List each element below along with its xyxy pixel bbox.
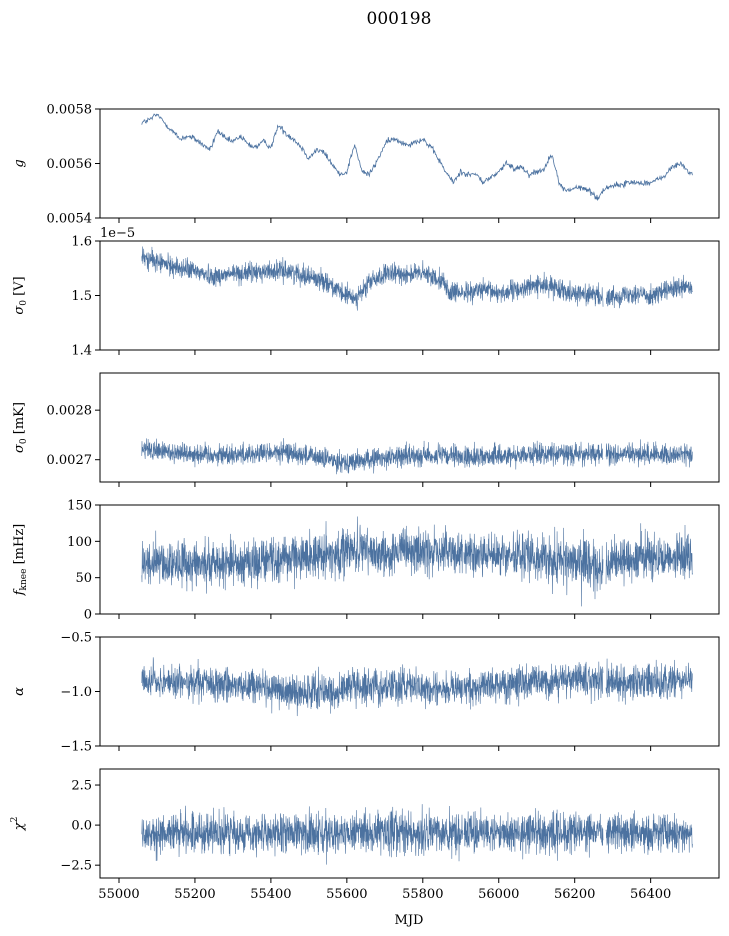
- y-axis-label: g: [12, 159, 27, 167]
- series-line: [141, 516, 693, 607]
- y-axis-label: fknee [mHz]: [12, 524, 29, 597]
- y-tick-label: 0.0027: [47, 453, 93, 468]
- y-axis-label: α: [12, 687, 27, 696]
- panel-1: 0.0054 0.0056 0.0058 g: [12, 103, 720, 227]
- y-tick-label: 0: [84, 608, 92, 623]
- x-tick-label: 55400: [250, 887, 291, 902]
- y-tick-label: 150: [67, 499, 92, 514]
- y-tick-label: 100: [67, 535, 92, 550]
- axes-frame: [99, 768, 720, 879]
- x-tick-label: 55200: [174, 887, 215, 902]
- panel-4: 0 50 100 150 fknee [mHz]: [12, 499, 720, 623]
- y-tick-label: 2.5: [71, 779, 92, 794]
- y-tick-label: 0.0054: [47, 212, 93, 227]
- y-tick-label: 1.6: [71, 235, 92, 250]
- series-line: [141, 804, 693, 865]
- y-tick-label: 0.0058: [47, 103, 93, 118]
- x-tick-label: 55800: [402, 887, 443, 902]
- axes-frame: [99, 108, 720, 219]
- y-tick-label: −1.5: [60, 740, 92, 755]
- series-line: [141, 657, 693, 717]
- y-tick-label: −2.5: [60, 859, 92, 874]
- y-tick-label: 0.0028: [47, 404, 93, 419]
- series-line: [141, 438, 693, 475]
- panel-5: −1.5 −1.0 −0.5 α: [12, 631, 720, 755]
- y-axis-label: σ0 [mK]: [12, 402, 29, 453]
- panel-3: 0.0027 0.0028 σ0 [mK]: [12, 372, 720, 487]
- figure-title: 000198: [367, 9, 432, 29]
- y-tick-label: 0.0: [71, 819, 92, 834]
- axes-frame: [99, 504, 720, 615]
- x-tick-label: 56200: [554, 887, 595, 902]
- y-tick-label: 1.4: [71, 344, 92, 359]
- x-tick-label: 56400: [630, 887, 671, 902]
- y-axis-label: σ0 [V]: [12, 276, 29, 314]
- y-axis-label: χ2: [10, 817, 27, 832]
- x-axis-label: MJD: [395, 913, 424, 928]
- x-tick-label: 55600: [326, 887, 367, 902]
- axes-frame: [99, 240, 720, 351]
- panel-2: 1.4 1.5 1.6 σ0 [V] 1e−5: [12, 226, 720, 359]
- y-tick-label: 50: [75, 571, 92, 586]
- panel-6: −2.5 0.0 2.5 55000 55200 55400 55600 55800 56000…: [10, 768, 720, 902]
- axes-frame: [99, 372, 720, 483]
- series-line: [141, 113, 693, 201]
- x-tick-label: 55000: [98, 887, 139, 902]
- y-tick-label: −0.5: [60, 631, 92, 646]
- y-offset-label: 1e−5: [100, 226, 135, 241]
- y-tick-label: 1.5: [71, 289, 92, 304]
- x-tick-label: 56000: [478, 887, 519, 902]
- y-tick-label: 0.0056: [47, 157, 93, 172]
- series-line: [141, 246, 693, 311]
- y-tick-label: −1.0: [60, 685, 92, 700]
